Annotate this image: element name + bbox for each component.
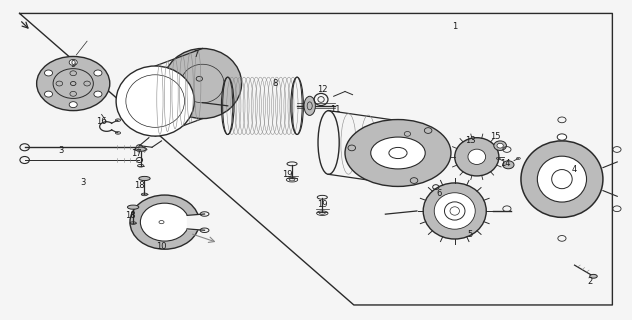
Ellipse shape	[371, 137, 425, 169]
Ellipse shape	[94, 91, 102, 97]
Ellipse shape	[455, 138, 499, 176]
Text: 16: 16	[96, 117, 107, 126]
Ellipse shape	[521, 141, 603, 217]
Ellipse shape	[557, 134, 567, 140]
Text: 5: 5	[468, 230, 473, 239]
Ellipse shape	[44, 70, 52, 76]
Text: 8: 8	[272, 79, 277, 88]
Ellipse shape	[94, 70, 102, 76]
Text: 7: 7	[193, 50, 199, 59]
Ellipse shape	[423, 183, 486, 239]
Text: 4: 4	[572, 165, 577, 174]
Text: 18: 18	[125, 211, 135, 220]
Polygon shape	[187, 215, 203, 229]
Text: 2: 2	[588, 276, 593, 285]
Text: 17: 17	[131, 149, 142, 158]
Text: 14: 14	[500, 159, 511, 168]
Ellipse shape	[434, 193, 475, 229]
Ellipse shape	[537, 156, 586, 202]
Text: 1: 1	[452, 22, 458, 31]
Ellipse shape	[590, 274, 597, 278]
Ellipse shape	[116, 66, 194, 136]
Ellipse shape	[37, 56, 110, 111]
Ellipse shape	[468, 149, 485, 164]
Ellipse shape	[44, 91, 52, 97]
Text: 11: 11	[330, 105, 340, 114]
Text: 15: 15	[490, 132, 501, 140]
Text: 12: 12	[317, 85, 327, 94]
Text: 19: 19	[283, 170, 293, 179]
Ellipse shape	[139, 176, 150, 180]
Text: 13: 13	[465, 136, 476, 145]
Ellipse shape	[304, 96, 315, 116]
Text: 6: 6	[436, 189, 442, 198]
Text: 3: 3	[58, 146, 63, 155]
Ellipse shape	[502, 161, 514, 169]
Ellipse shape	[164, 49, 241, 119]
Text: 18: 18	[134, 181, 145, 190]
Ellipse shape	[345, 120, 451, 187]
Ellipse shape	[140, 203, 189, 241]
Ellipse shape	[497, 143, 503, 148]
Ellipse shape	[130, 195, 199, 249]
Ellipse shape	[128, 205, 139, 209]
Ellipse shape	[69, 60, 77, 65]
Text: 3: 3	[80, 178, 85, 187]
Ellipse shape	[135, 147, 147, 151]
Ellipse shape	[69, 102, 77, 108]
Text: 10: 10	[156, 242, 167, 251]
Text: 19: 19	[317, 200, 327, 209]
Ellipse shape	[494, 141, 506, 150]
Text: 9: 9	[71, 60, 76, 69]
